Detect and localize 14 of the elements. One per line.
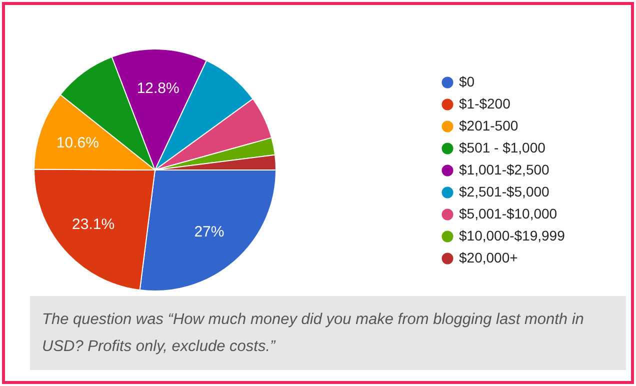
text: The question was “How much money did you make from blogging last month in USD? Profits only, exclude costs.”	[42, 310, 585, 357]
data-label: 12.8%	[136, 80, 180, 98]
legend-label: $1,001-$2,500	[459, 162, 550, 178]
legend-label: $201-500	[459, 118, 518, 134]
legend-label: $10,000-$19,999	[459, 228, 566, 244]
data-label: 10.6%	[56, 134, 99, 152]
legend-label: $20,000+	[459, 250, 518, 266]
legend-label: $501 - $1,000	[459, 140, 546, 156]
data-label: 23.1%	[72, 216, 115, 234]
legend-label: $1-$200	[459, 96, 511, 112]
legend-label: $0	[459, 74, 475, 90]
legend-label: $5,001-$10,000	[459, 206, 558, 222]
legend-label: $2,501-$5,000	[459, 184, 550, 200]
data-label: 27%	[194, 224, 224, 241]
